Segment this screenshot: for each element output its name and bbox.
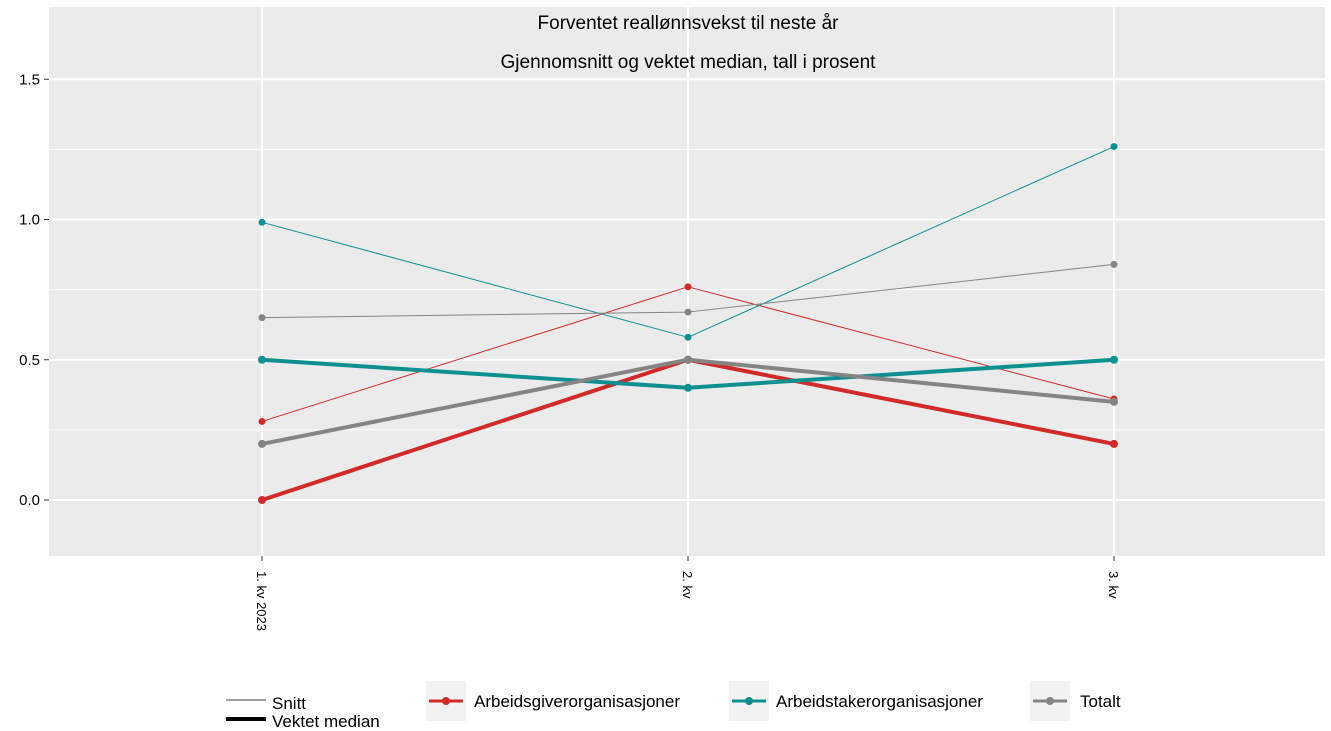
x-tick-label: 3. kv — [1106, 571, 1121, 599]
data-point — [258, 314, 266, 322]
legend-label: Arbeidsgiverorganisasjoner — [474, 692, 680, 711]
data-point — [684, 308, 692, 316]
y-tick-label: 0.5 — [19, 352, 40, 369]
legend-key-box — [224, 688, 268, 728]
axis-layer: 0.0 0.5 1.0 1.5 1. kv 2023 2. kv 3. kv — [19, 71, 1121, 631]
legend-label: Vektet median — [272, 712, 380, 731]
y-tick-label: 0.0 — [19, 492, 40, 509]
data-point — [684, 283, 692, 291]
data-point — [1110, 355, 1118, 364]
data-point — [258, 439, 266, 448]
data-point — [684, 383, 692, 392]
series-layer — [258, 143, 1118, 504]
legend-label: Arbeidstakerorganisasjoner — [776, 692, 983, 711]
y-tick-label: 1.0 — [19, 212, 40, 229]
legend-key-point — [745, 697, 753, 705]
legend-label: Snitt — [272, 694, 306, 713]
x-tick-label: 2. kv — [680, 571, 695, 599]
chart-subtitle: Gjennomsnitt og vektet median, tall i pr… — [501, 52, 877, 73]
chart-title: Forventet reallønnsvekst til neste år — [538, 13, 840, 34]
data-point — [1110, 439, 1118, 448]
legend-key-point — [1046, 697, 1054, 705]
data-point — [1110, 143, 1118, 151]
data-point — [684, 355, 692, 364]
x-tick-label: 1. kv 2023 — [254, 571, 269, 631]
data-point — [1110, 260, 1118, 268]
data-point — [684, 333, 692, 341]
data-point — [258, 218, 266, 226]
legend-key-point — [442, 697, 450, 705]
data-point — [258, 417, 266, 425]
legend-label: Totalt — [1080, 692, 1121, 711]
data-point — [258, 355, 266, 364]
y-tick-label: 1.5 — [19, 71, 40, 88]
data-point — [258, 496, 266, 504]
data-point — [1110, 397, 1118, 406]
